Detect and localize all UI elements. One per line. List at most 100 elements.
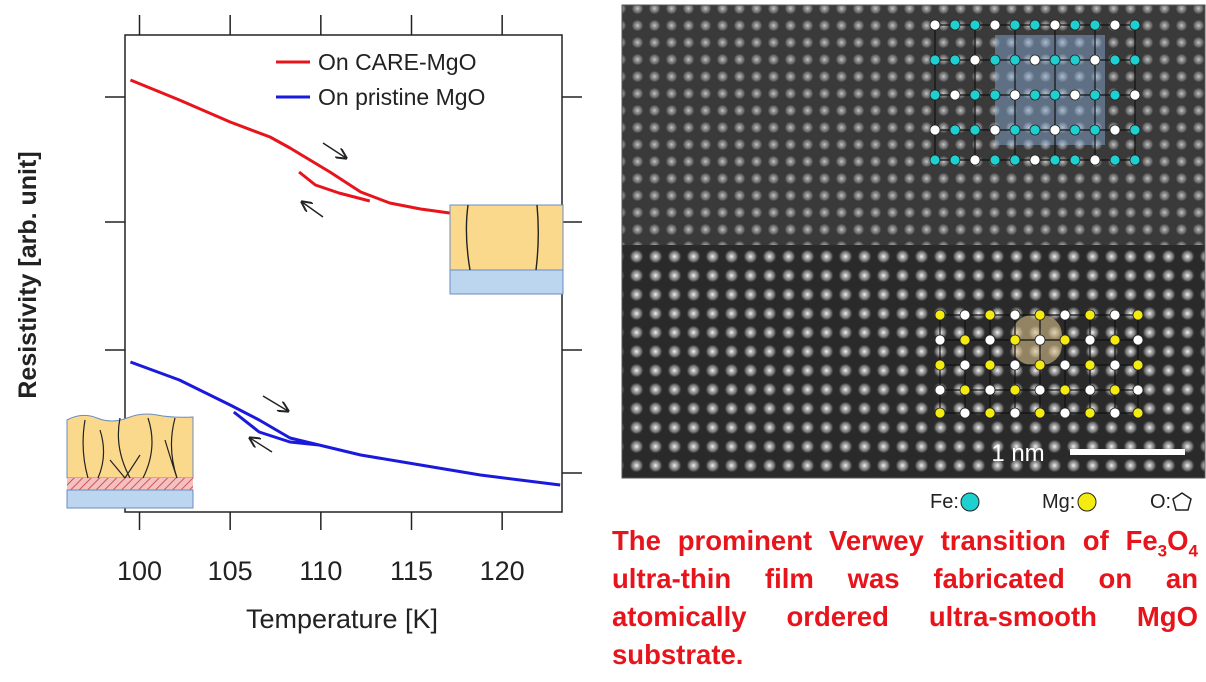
x-tick-label: 110 bbox=[299, 556, 342, 586]
atom bbox=[1090, 125, 1100, 135]
atom bbox=[1085, 335, 1095, 345]
key-label: O: bbox=[1150, 491, 1171, 513]
atom bbox=[1010, 90, 1020, 100]
caption-subscript: 4 bbox=[1189, 542, 1198, 561]
atom bbox=[950, 155, 960, 165]
y-axis-label: Resistivity [arb. unit] bbox=[14, 151, 42, 398]
atom bbox=[990, 55, 1000, 65]
atom bbox=[950, 20, 960, 30]
micrograph: 1 nm bbox=[622, 5, 1205, 478]
atom bbox=[1085, 385, 1095, 395]
atom bbox=[1050, 125, 1060, 135]
atom bbox=[990, 90, 1000, 100]
atom bbox=[935, 335, 945, 345]
atom bbox=[950, 55, 960, 65]
x-tick-label: 120 bbox=[480, 556, 525, 586]
atom bbox=[935, 385, 945, 395]
x-axis-label: Temperature [K] bbox=[246, 604, 438, 634]
atom bbox=[1035, 335, 1045, 345]
atom bbox=[1010, 335, 1020, 345]
x-tick-label: 115 bbox=[390, 556, 433, 586]
atom bbox=[935, 360, 945, 370]
atom bbox=[960, 335, 970, 345]
atom bbox=[930, 90, 940, 100]
legend-label: On pristine MgO bbox=[318, 84, 485, 110]
atom bbox=[960, 360, 970, 370]
inset-care bbox=[450, 205, 563, 294]
atom bbox=[1010, 408, 1020, 418]
atom bbox=[1030, 55, 1040, 65]
atom bbox=[1010, 155, 1020, 165]
caption-text: The prominent Verwey transition of bbox=[612, 525, 1126, 556]
caption-text: Fe bbox=[1126, 525, 1158, 556]
atom bbox=[1090, 155, 1100, 165]
atom bbox=[970, 90, 980, 100]
key-label: Mg: bbox=[1042, 491, 1075, 513]
atom bbox=[970, 125, 980, 135]
atom bbox=[1133, 385, 1143, 395]
atom bbox=[1110, 90, 1120, 100]
legend-label: On CARE-MgO bbox=[318, 49, 476, 75]
atom bbox=[1010, 20, 1020, 30]
atom bbox=[985, 310, 995, 320]
atom bbox=[1085, 408, 1095, 418]
atom bbox=[1110, 310, 1120, 320]
atom bbox=[930, 20, 940, 30]
atom bbox=[1110, 385, 1120, 395]
atom bbox=[1070, 20, 1080, 30]
atom bbox=[1085, 360, 1095, 370]
atom bbox=[970, 155, 980, 165]
atom bbox=[1050, 155, 1060, 165]
atom bbox=[1035, 310, 1045, 320]
scale-bar-label: 1 nm bbox=[991, 440, 1044, 467]
atom bbox=[990, 20, 1000, 30]
atom bbox=[1050, 20, 1060, 30]
atom bbox=[1035, 408, 1045, 418]
key-swatch bbox=[961, 493, 979, 511]
atom bbox=[1035, 360, 1045, 370]
atom bbox=[1070, 55, 1080, 65]
atom bbox=[1030, 155, 1040, 165]
atom bbox=[1130, 155, 1140, 165]
atom bbox=[930, 155, 940, 165]
atom bbox=[985, 408, 995, 418]
atom bbox=[985, 335, 995, 345]
atom bbox=[1130, 55, 1140, 65]
caption-subscript: 3 bbox=[1158, 542, 1167, 561]
atom bbox=[1060, 408, 1070, 418]
atom bbox=[1050, 55, 1060, 65]
key-swatch bbox=[1078, 493, 1096, 511]
atom bbox=[1110, 125, 1120, 135]
caption-text: ultra-thin film was fabricated on an ato… bbox=[612, 563, 1198, 670]
atom bbox=[1035, 385, 1045, 395]
atom bbox=[1050, 90, 1060, 100]
caption-text: O bbox=[1167, 525, 1188, 556]
x-tick-label: 105 bbox=[208, 556, 253, 586]
atom bbox=[1060, 310, 1070, 320]
atom bbox=[1130, 90, 1140, 100]
atom bbox=[1090, 20, 1100, 30]
atom bbox=[960, 310, 970, 320]
atom bbox=[1060, 360, 1070, 370]
atom bbox=[1070, 155, 1080, 165]
atom bbox=[1030, 20, 1040, 30]
atom bbox=[1070, 90, 1080, 100]
atom bbox=[1090, 90, 1100, 100]
key-label: Fe: bbox=[930, 491, 959, 513]
atom bbox=[985, 360, 995, 370]
atom bbox=[970, 20, 980, 30]
atom bbox=[990, 155, 1000, 165]
atom bbox=[935, 408, 945, 418]
atom bbox=[1133, 310, 1143, 320]
atom bbox=[1010, 125, 1020, 135]
atom bbox=[1010, 360, 1020, 370]
atom bbox=[1110, 55, 1120, 65]
atom bbox=[1030, 125, 1040, 135]
page: {"chart_data": {"type": "line", "x_label… bbox=[0, 0, 1206, 682]
atom bbox=[1110, 20, 1120, 30]
atom bbox=[1085, 310, 1095, 320]
atom bbox=[930, 125, 940, 135]
atom bbox=[960, 385, 970, 395]
caption: The prominent Verwey transition of Fe3O4… bbox=[612, 522, 1198, 674]
atom bbox=[1070, 125, 1080, 135]
